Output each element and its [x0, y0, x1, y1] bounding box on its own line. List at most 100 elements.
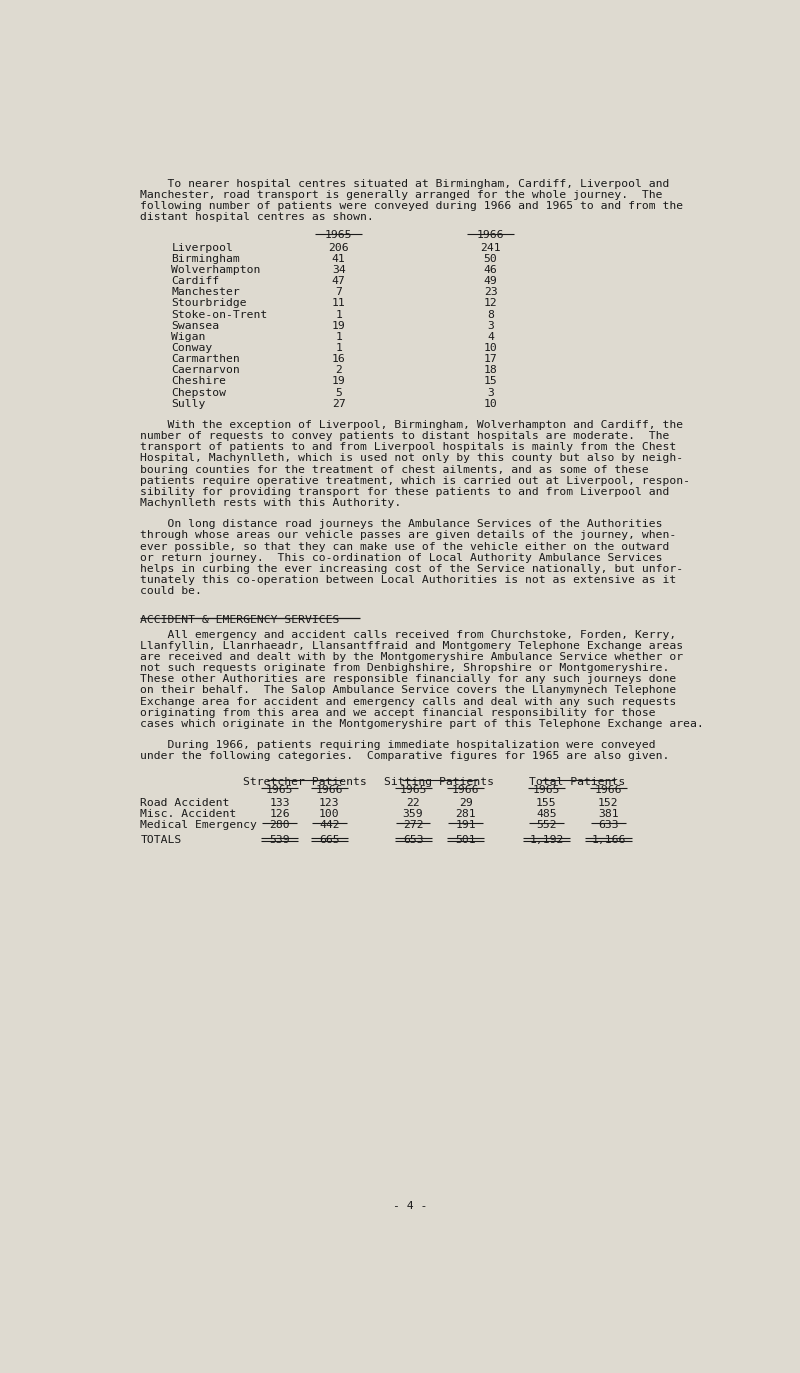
Text: 41: 41	[332, 254, 346, 264]
Text: 191: 191	[455, 820, 476, 831]
Text: 1966: 1966	[594, 785, 622, 795]
Text: 19: 19	[332, 321, 346, 331]
Text: 10: 10	[484, 398, 498, 409]
Text: 17: 17	[484, 354, 498, 364]
Text: 1: 1	[335, 343, 342, 353]
Text: Stretcher Patients: Stretcher Patients	[242, 777, 366, 787]
Text: 15: 15	[484, 376, 498, 386]
Text: under the following categories.  Comparative figures for 1965 are also given.: under the following categories. Comparat…	[140, 751, 670, 761]
Text: 126: 126	[270, 809, 290, 818]
Text: All emergency and accident calls received from Churchstoke, Forden, Kerry,: All emergency and accident calls receive…	[140, 630, 677, 640]
Text: could be.: could be.	[140, 586, 202, 596]
Text: 1: 1	[335, 332, 342, 342]
Text: 501: 501	[455, 835, 476, 844]
Text: Road Accident: Road Accident	[140, 798, 230, 807]
Text: tunately this co-operation between Local Authorities is not as extensive as it: tunately this co-operation between Local…	[140, 575, 677, 585]
Text: - 4 -: - 4 -	[393, 1201, 427, 1211]
Text: number of requests to convey patients to distant hospitals are moderate.  The: number of requests to convey patients to…	[140, 431, 670, 441]
Text: 5: 5	[335, 387, 342, 398]
Text: 241: 241	[480, 243, 501, 253]
Text: 152: 152	[598, 798, 618, 807]
Text: 1965: 1965	[533, 785, 560, 795]
Text: 29: 29	[459, 798, 473, 807]
Text: Chepstow: Chepstow	[171, 387, 226, 398]
Text: Wolverhampton: Wolverhampton	[171, 265, 261, 275]
Text: To nearer hospital centres situated at Birmingham, Cardiff, Liverpool and: To nearer hospital centres situated at B…	[140, 178, 670, 189]
Text: Machynlleth rests with this Authority.: Machynlleth rests with this Authority.	[140, 498, 402, 508]
Text: Exchange area for accident and emergency calls and deal with any such requests: Exchange area for accident and emergency…	[140, 696, 677, 707]
Text: These other Authorities are responsible financially for any such journeys done: These other Authorities are responsible …	[140, 674, 677, 684]
Text: 12: 12	[484, 298, 498, 309]
Text: Stoke-on-Trent: Stoke-on-Trent	[171, 309, 267, 320]
Text: 1966: 1966	[477, 231, 504, 240]
Text: 280: 280	[270, 820, 290, 831]
Text: Hospital, Machynlleth, which is used not only by this county but also by neigh-: Hospital, Machynlleth, which is used not…	[140, 453, 683, 464]
Text: Caernarvon: Caernarvon	[171, 365, 240, 375]
Text: 552: 552	[536, 820, 557, 831]
Text: Liverpool: Liverpool	[171, 243, 233, 253]
Text: 10: 10	[484, 343, 498, 353]
Text: patients require operative treatment, which is carried out at Liverpool, respon-: patients require operative treatment, wh…	[140, 475, 690, 486]
Text: 133: 133	[270, 798, 290, 807]
Text: 381: 381	[598, 809, 618, 818]
Text: 272: 272	[402, 820, 423, 831]
Text: 11: 11	[332, 298, 346, 309]
Text: Wigan: Wigan	[171, 332, 206, 342]
Text: 4: 4	[487, 332, 494, 342]
Text: 100: 100	[319, 809, 340, 818]
Text: 1: 1	[335, 309, 342, 320]
Text: 8: 8	[487, 309, 494, 320]
Text: Cardiff: Cardiff	[171, 276, 219, 286]
Text: Cheshire: Cheshire	[171, 376, 226, 386]
Text: 19: 19	[332, 376, 346, 386]
Text: 633: 633	[598, 820, 618, 831]
Text: Stourbridge: Stourbridge	[171, 298, 247, 309]
Text: 47: 47	[332, 276, 346, 286]
Text: 123: 123	[319, 798, 340, 807]
Text: 665: 665	[319, 835, 340, 844]
Text: Carmarthen: Carmarthen	[171, 354, 240, 364]
Text: Conway: Conway	[171, 343, 213, 353]
Text: 653: 653	[402, 835, 423, 844]
Text: Sully: Sully	[171, 398, 206, 409]
Text: Swansea: Swansea	[171, 321, 219, 331]
Text: 46: 46	[484, 265, 498, 275]
Text: During 1966, patients requiring immediate hospitalization were conveyed: During 1966, patients requiring immediat…	[140, 740, 656, 750]
Text: 16: 16	[332, 354, 346, 364]
Text: 1965: 1965	[266, 785, 294, 795]
Text: 1966: 1966	[452, 785, 479, 795]
Text: 3: 3	[487, 321, 494, 331]
Text: ever possible, so that they can make use of the vehicle either on the outward: ever possible, so that they can make use…	[140, 541, 670, 552]
Text: 2: 2	[335, 365, 342, 375]
Text: Manchester, road transport is generally arranged for the whole journey.  The: Manchester, road transport is generally …	[140, 191, 662, 200]
Text: distant hospital centres as shown.: distant hospital centres as shown.	[140, 213, 374, 222]
Text: Llanfyllin, Llanrhaeadr, Llansantffraid and Montgomery Telephone Exchange areas: Llanfyllin, Llanrhaeadr, Llansantffraid …	[140, 641, 683, 651]
Text: Medical Emergency: Medical Emergency	[140, 820, 257, 831]
Text: 27: 27	[332, 398, 346, 409]
Text: not such requests originate from Denbighshire, Shropshire or Montgomeryshire.: not such requests originate from Denbigh…	[140, 663, 670, 673]
Text: With the exception of Liverpool, Birmingham, Wolverhampton and Cardiff, the: With the exception of Liverpool, Birming…	[140, 420, 683, 430]
Text: bouring counties for the treatment of chest ailments, and as some of these: bouring counties for the treatment of ch…	[140, 464, 649, 475]
Text: are received and dealt with by the Montgomeryshire Ambulance Service whether or: are received and dealt with by the Montg…	[140, 652, 683, 662]
Text: 1,166: 1,166	[591, 835, 626, 844]
Text: 22: 22	[406, 798, 420, 807]
Text: ACCIDENT & EMERGENCY SERVICES: ACCIDENT & EMERGENCY SERVICES	[140, 615, 340, 625]
Text: Total Patients: Total Patients	[530, 777, 626, 787]
Text: Sitting Patients: Sitting Patients	[385, 777, 494, 787]
Text: through whose areas our vehicle passes are given details of the journey, when-: through whose areas our vehicle passes a…	[140, 530, 677, 541]
Text: cases which originate in the Montgomeryshire part of this Telephone Exchange are: cases which originate in the Montgomerys…	[140, 719, 704, 729]
Text: 3: 3	[487, 387, 494, 398]
Text: 539: 539	[270, 835, 290, 844]
Text: helps in curbing the ever increasing cost of the Service nationally, but unfor-: helps in curbing the ever increasing cos…	[140, 564, 683, 574]
Text: On long distance road journeys the Ambulance Services of the Authorities: On long distance road journeys the Ambul…	[140, 519, 662, 529]
Text: 485: 485	[536, 809, 557, 818]
Text: 7: 7	[335, 287, 342, 297]
Text: 18: 18	[484, 365, 498, 375]
Text: originating from this area and we accept financial responsibility for those: originating from this area and we accept…	[140, 707, 656, 718]
Text: 34: 34	[332, 265, 346, 275]
Text: transport of patients to and from Liverpool hospitals is mainly from the Chest: transport of patients to and from Liverp…	[140, 442, 677, 452]
Text: 1966: 1966	[316, 785, 343, 795]
Text: on their behalf.  The Salop Ambulance Service covers the Llanymynech Telephone: on their behalf. The Salop Ambulance Ser…	[140, 685, 677, 695]
Text: 206: 206	[328, 243, 349, 253]
Text: 281: 281	[455, 809, 476, 818]
